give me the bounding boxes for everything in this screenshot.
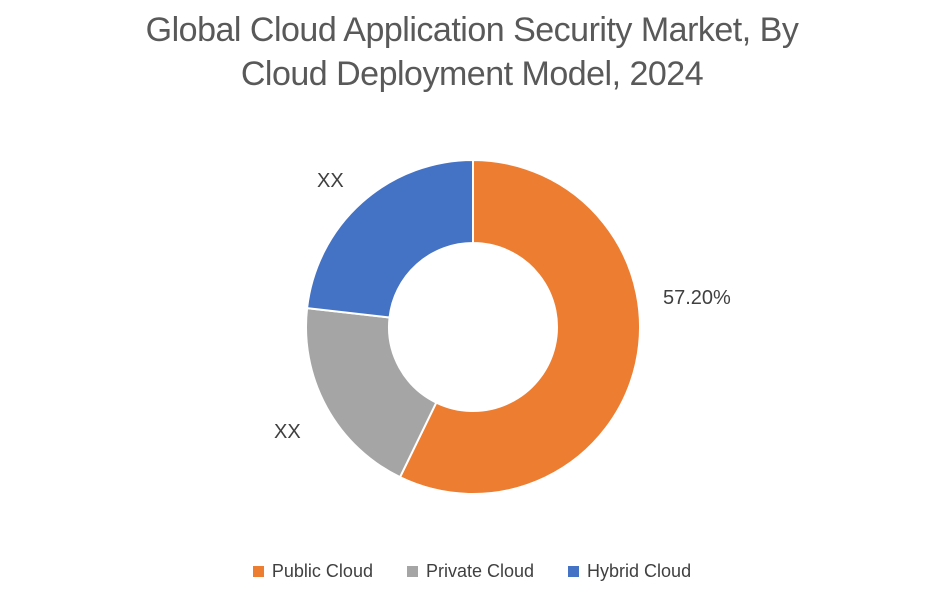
legend-label-public-cloud: Public Cloud bbox=[271, 561, 373, 581]
legend-item-private-cloud: Private Cloud bbox=[406, 561, 535, 582]
legend-marker-hybrid-cloud bbox=[568, 566, 580, 577]
data-label-hybrid-cloud: XX bbox=[317, 170, 344, 192]
legend-item-public-cloud: Public Cloud bbox=[252, 561, 373, 582]
legend-label-private-cloud: Private Cloud bbox=[425, 561, 535, 581]
slice-public-cloud bbox=[399, 159, 641, 495]
legend-marker-public-cloud bbox=[252, 566, 264, 577]
legend: Public Cloud Private Cloud Hybrid Cloud bbox=[0, 561, 944, 582]
data-label-public-cloud: 57.20% bbox=[663, 287, 731, 309]
slice-private-cloud bbox=[305, 307, 438, 479]
chart-title-line1: Global Cloud Application Security Market… bbox=[145, 11, 799, 49]
legend-item-hybrid-cloud: Hybrid Cloud bbox=[568, 561, 691, 582]
data-label-private-cloud: XX bbox=[274, 421, 301, 443]
chart-title: Global Cloud Application Security Market… bbox=[0, 8, 944, 96]
legend-label-hybrid-cloud: Hybrid Cloud bbox=[587, 561, 692, 581]
chart-title-line2: Cloud Deployment Model, 2024 bbox=[240, 55, 704, 93]
donut-chart bbox=[305, 159, 641, 495]
slice-hybrid-cloud bbox=[306, 159, 474, 319]
legend-marker-private-cloud bbox=[406, 566, 418, 577]
